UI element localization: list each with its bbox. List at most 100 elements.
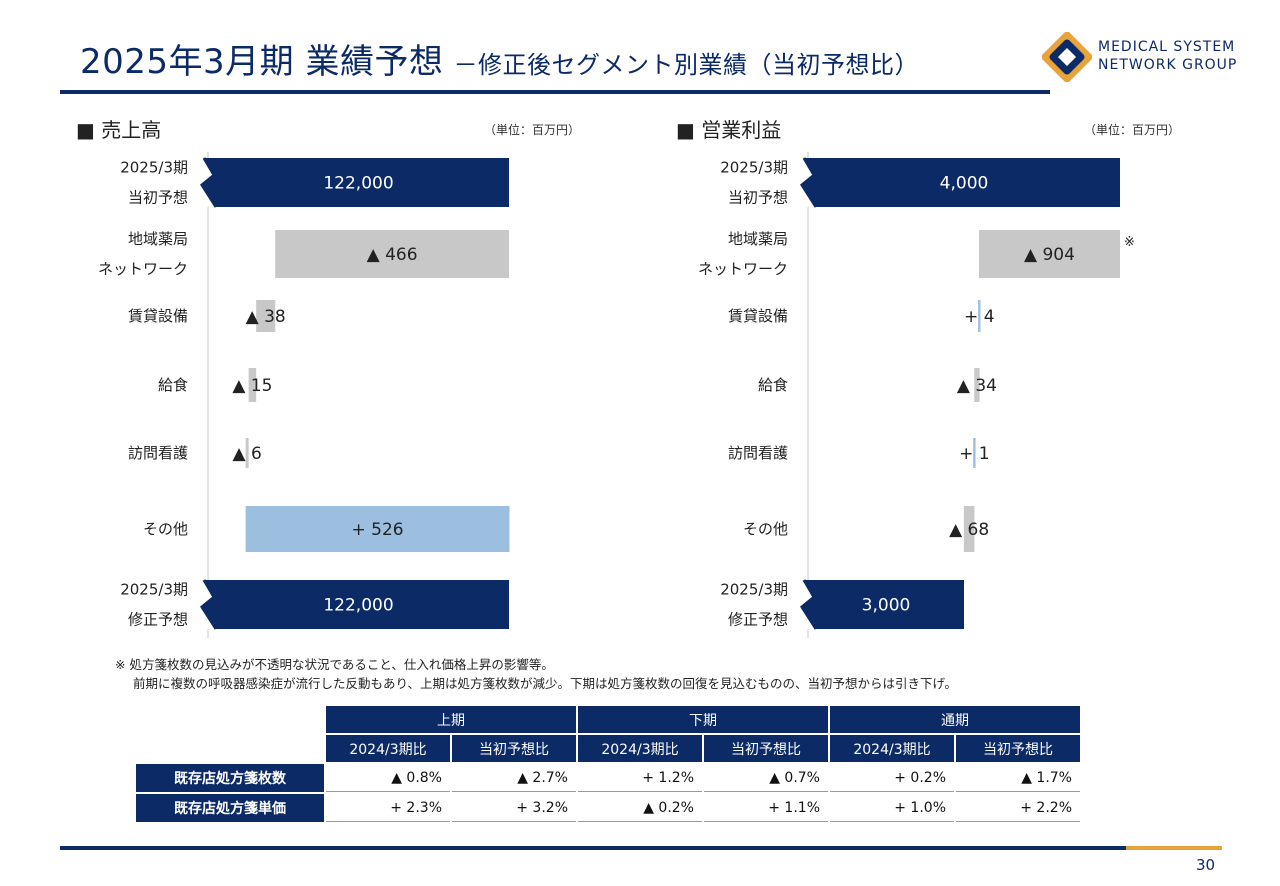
page-number: 30 bbox=[1196, 856, 1216, 874]
axis-break-line bbox=[200, 157, 218, 208]
delta-bar bbox=[275, 230, 509, 278]
category-label: 2025/3期 bbox=[720, 581, 788, 599]
chart-bar-group: ▲ 38 bbox=[246, 300, 286, 332]
logo-line-1: MEDICAL SYSTEM bbox=[1098, 39, 1236, 55]
axis-break-line bbox=[200, 579, 218, 630]
table-subheader: 当初予想比 bbox=[452, 735, 576, 762]
chart-unit: （単位：百万円） bbox=[484, 122, 580, 137]
category-label: 給食 bbox=[158, 376, 188, 394]
footnote: ※ 処方箋枚数の見込みが不透明な状況であること、仕入れ価格上昇の影響等。 前期に… bbox=[115, 655, 957, 693]
data-label: 3,000 bbox=[862, 596, 911, 616]
table-cell: ▲ 0.8% bbox=[326, 764, 450, 792]
category-label: 修正予想 bbox=[728, 611, 788, 629]
data-label: + 526 bbox=[352, 520, 404, 540]
total-bar bbox=[782, 158, 1120, 207]
delta-bar bbox=[974, 368, 980, 402]
chart-bar-group: ▲ 904 ※ bbox=[978, 230, 1135, 278]
table-corner bbox=[136, 706, 324, 733]
category-label: ネットワーク bbox=[98, 260, 188, 278]
delta-bar bbox=[248, 368, 257, 402]
delta-bar bbox=[978, 300, 981, 332]
table-row: 既存店処方箋単価 + 2.3% + 3.2% ▲ 0.2% + 1.1% + 1… bbox=[136, 794, 1080, 822]
data-label: + 1 bbox=[959, 444, 989, 464]
table-cell: + 1.2% bbox=[578, 764, 702, 792]
table-subheader-row: 2024/3期比 当初予想比 2024/3期比 当初予想比 2024/3期比 当… bbox=[136, 735, 1080, 762]
chart-bar-group: ▲ 34 bbox=[957, 368, 997, 402]
delta-bar bbox=[245, 506, 510, 552]
table-cell: + 0.2% bbox=[830, 764, 954, 792]
page-title-main: 2025年3月期 業績予想 bbox=[80, 42, 444, 82]
table-cell: + 2.2% bbox=[956, 794, 1080, 822]
data-label: 4,000 bbox=[940, 174, 989, 194]
logo-text: MEDICAL SYSTEM NETWORK GROUP bbox=[1098, 38, 1237, 74]
category-label: 地域薬局 bbox=[128, 230, 188, 248]
table-cell: + 1.0% bbox=[830, 794, 954, 822]
table-cell: ▲ 2.7% bbox=[452, 764, 576, 792]
table-subheader: 2024/3期比 bbox=[578, 735, 702, 762]
sales-waterfall-chart: ■ 売上高 （単位：百万円） 122,000 2025/3期 当初予想 ▲ 466 地域薬局… bbox=[60, 110, 660, 650]
category-label: ネットワーク bbox=[698, 260, 788, 278]
kpi-table: 上期 下期 通期 2024/3期比 当初予想比 2024/3期比 当初予想比 2… bbox=[134, 704, 1082, 824]
footnote-line-2: 前期に複数の呼吸器感染症が流行した反動もあり、上期は処方箋枚数が減少。下期は処方… bbox=[133, 676, 957, 691]
chart-bar-group: + 1 bbox=[959, 438, 990, 468]
table-cell: ▲ 1.7% bbox=[956, 764, 1080, 792]
title-underline bbox=[60, 90, 1050, 94]
data-label: 122,000 bbox=[323, 174, 393, 194]
chart-unit: （単位：百万円） bbox=[1084, 122, 1180, 137]
logo-diamond-icon bbox=[1041, 31, 1093, 83]
footnote-line-1: ※ 処方箋枚数の見込みが不透明な状況であること、仕入れ価格上昇の影響等。 bbox=[115, 657, 554, 672]
chart-bar-group: ▲ 6 bbox=[232, 438, 262, 468]
chart-bar-group: 3,000 bbox=[782, 579, 964, 630]
logo-line-2: NETWORK GROUP bbox=[1098, 57, 1238, 73]
category-label: 修正予想 bbox=[128, 611, 188, 629]
data-label: ▲ 38 bbox=[246, 307, 286, 327]
delta-bar bbox=[978, 230, 1120, 278]
footnote-marker: ※ bbox=[1124, 235, 1135, 250]
category-label: その他 bbox=[143, 520, 188, 538]
chart-bar-group: 122,000 bbox=[182, 157, 509, 208]
category-label: 賃貸設備 bbox=[128, 307, 188, 325]
page-title-sub: －修正後セグメント別業績（当初予想比） bbox=[453, 51, 919, 79]
delta-bar bbox=[973, 438, 976, 468]
table-row: 既存店処方箋枚数 ▲ 0.8% ▲ 2.7% + 1.2% ▲ 0.7% + 0… bbox=[136, 764, 1080, 792]
category-label: 当初予想 bbox=[128, 189, 188, 207]
data-label: ▲ 466 bbox=[367, 245, 418, 265]
table-row-header: 既存店処方箋枚数 bbox=[136, 764, 324, 792]
table-period-header: 通期 bbox=[830, 706, 1080, 733]
category-label: 当初予想 bbox=[728, 189, 788, 207]
chart-bar-group: 122,000 bbox=[182, 579, 509, 630]
table-subheader: 2024/3期比 bbox=[830, 735, 954, 762]
chart-bar-group: ▲ 466 bbox=[275, 230, 509, 278]
table-period-header: 下期 bbox=[578, 706, 828, 733]
chart-bar-group: + 526 bbox=[245, 506, 510, 552]
table-cell: + 3.2% bbox=[452, 794, 576, 822]
table-subheader: 当初予想比 bbox=[704, 735, 828, 762]
category-label: 2025/3期 bbox=[120, 159, 188, 177]
data-label: ▲ 15 bbox=[232, 376, 272, 396]
chart-title: ■ 営業利益 bbox=[676, 118, 781, 142]
data-label: ▲ 904 bbox=[1024, 245, 1075, 265]
category-label: 賃貸設備 bbox=[728, 307, 788, 325]
chart-bar-group: + 4 bbox=[964, 300, 995, 332]
table-row-header: 既存店処方箋単価 bbox=[136, 794, 324, 822]
data-label: ▲ 68 bbox=[949, 520, 989, 540]
bottom-accent-bar bbox=[1126, 846, 1222, 850]
table-cell: ▲ 0.7% bbox=[704, 764, 828, 792]
total-bar bbox=[182, 580, 509, 629]
data-label: 122,000 bbox=[323, 596, 393, 616]
table-cell: + 1.1% bbox=[704, 794, 828, 822]
total-bar bbox=[182, 158, 509, 207]
chart-bar-group: ▲ 68 bbox=[949, 506, 989, 552]
table-period-header: 上期 bbox=[326, 706, 576, 733]
page-title: 2025年3月期 業績予想 －修正後セグメント別業績（当初予想比） bbox=[80, 34, 919, 83]
operating-profit-waterfall-chart: ■ 営業利益 （単位：百万円） 4,000 2025/3期 当初予想 ▲ 904 ※ 地域薬局… bbox=[660, 110, 1260, 650]
table-subheader: 当初予想比 bbox=[956, 735, 1080, 762]
chart-bar-group: 4,000 bbox=[782, 157, 1120, 208]
data-label: ▲ 6 bbox=[232, 444, 261, 464]
data-label: ▲ 34 bbox=[957, 376, 997, 396]
table-subheader: 2024/3期比 bbox=[326, 735, 450, 762]
chart-bar-group: ▲ 15 bbox=[232, 368, 272, 402]
table-period-header-row: 上期 下期 通期 bbox=[136, 706, 1080, 733]
data-label: + 4 bbox=[964, 307, 994, 327]
